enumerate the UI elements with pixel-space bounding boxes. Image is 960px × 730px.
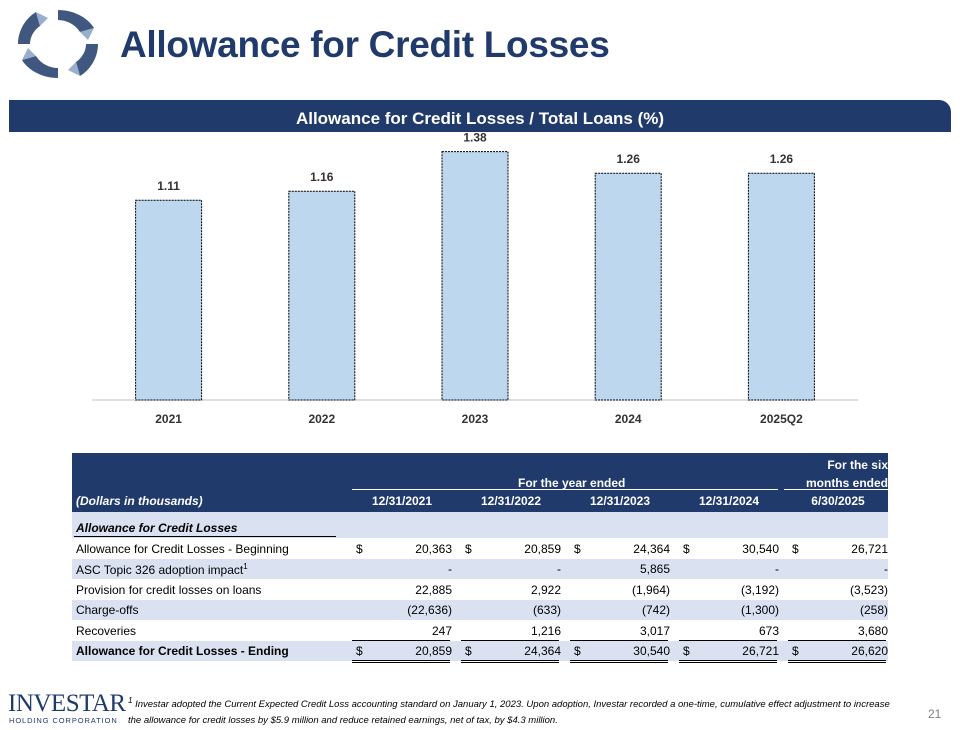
- header-rule-six: [784, 489, 888, 490]
- table-row: ASC Topic 326 adoption impact1- -5,865- -: [72, 559, 888, 579]
- table-row: Recoveries 247 1,216 3,017 673 3,680: [76, 624, 888, 638]
- table-header: [72, 453, 888, 512]
- subtotal-rule: [570, 640, 668, 641]
- col-header-2021: 12/31/2021: [371, 494, 433, 508]
- total-rule: [788, 660, 886, 663]
- subtotal-rule: [352, 640, 450, 641]
- bar-2025Q2: [747, 172, 815, 401]
- category-label-2021: 2021: [155, 412, 182, 426]
- value-label-2022: 1.16: [310, 170, 334, 184]
- row-label: Recoveries: [76, 624, 137, 638]
- value-label-2025Q2: 1.26: [770, 152, 794, 166]
- total-rule: [679, 660, 777, 663]
- total-rule: [570, 660, 668, 663]
- value-label-2021: 1.11: [157, 179, 180, 193]
- category-label-2022: 2022: [308, 412, 335, 426]
- category-label-2023: 2023: [462, 412, 489, 426]
- header-rule-year: [352, 489, 778, 490]
- section-rule: [74, 536, 336, 537]
- company-logo: [10, 4, 106, 84]
- footnote-text: Investar adopted the Current Expected Cr…: [128, 699, 890, 727]
- col-header-2025: 6/30/2025: [811, 494, 865, 508]
- value-label-2024: 1.26: [617, 152, 641, 166]
- table-row: Allowance for Credit Losses - Beginning $…: [76, 542, 888, 556]
- row-label: ASC Topic 326 adoption impact1: [76, 562, 248, 577]
- section-label: Allowance for Credit Losses: [76, 521, 238, 535]
- bar-2021: [135, 199, 203, 401]
- category-label-2025Q2: 2025Q2: [760, 412, 803, 426]
- col-header-2022: 12/31/2022: [480, 494, 542, 508]
- row-label: Allowance for Credit Losses - Beginning: [76, 542, 289, 556]
- header-year-ended: For the year ended: [518, 476, 626, 490]
- investar-logo: INVESTAR HOLDING CORPORATION: [8, 690, 126, 725]
- bar-2022: [288, 190, 356, 401]
- table-row: Charge-offs (22,636) (633) (742) (1,300) (258…: [72, 600, 888, 620]
- value-label-2023: 1.38: [463, 131, 487, 145]
- chart-title-banner: Allowance for Credit Losses / Total Loan…: [9, 100, 951, 132]
- table-row: Allowance for Credit Losses - Ending $20,…: [72, 641, 888, 661]
- total-rule: [461, 660, 559, 663]
- bar-2024: [594, 172, 662, 401]
- footnote-marker: 1: [128, 696, 133, 705]
- col-header-2024: 12/31/2024: [698, 494, 760, 508]
- category-label-2024: 2024: [615, 412, 642, 426]
- section-band: [72, 512, 888, 538]
- bar-2023: [441, 151, 509, 401]
- row-label: Allowance for Credit Losses - Ending: [76, 644, 289, 658]
- col-header-2023: 12/31/2023: [589, 494, 651, 508]
- subtotal-rule: [788, 640, 886, 641]
- row-label: Provision for credit losses on loans: [76, 583, 262, 597]
- subtotal-rule: [679, 640, 777, 641]
- header-six-months-2: months ended: [805, 476, 888, 490]
- investar-subtitle: HOLDING CORPORATION: [9, 716, 118, 725]
- header-six-months-1: For the six: [827, 458, 888, 472]
- table-row: Provision for credit losses on loans 22,8…: [76, 583, 888, 597]
- page-number: 21: [928, 707, 942, 721]
- subtotal-rule: [461, 640, 559, 641]
- page-title: Allowance for Credit Losses: [120, 24, 610, 65]
- total-rule: [352, 660, 450, 663]
- investar-wordmark: INVESTAR: [8, 690, 126, 717]
- units-label: (Dollars in thousands): [76, 494, 203, 508]
- row-label: Charge-offs: [76, 603, 139, 617]
- footnote: 1 Investar adopted the Current Expected …: [128, 693, 896, 729]
